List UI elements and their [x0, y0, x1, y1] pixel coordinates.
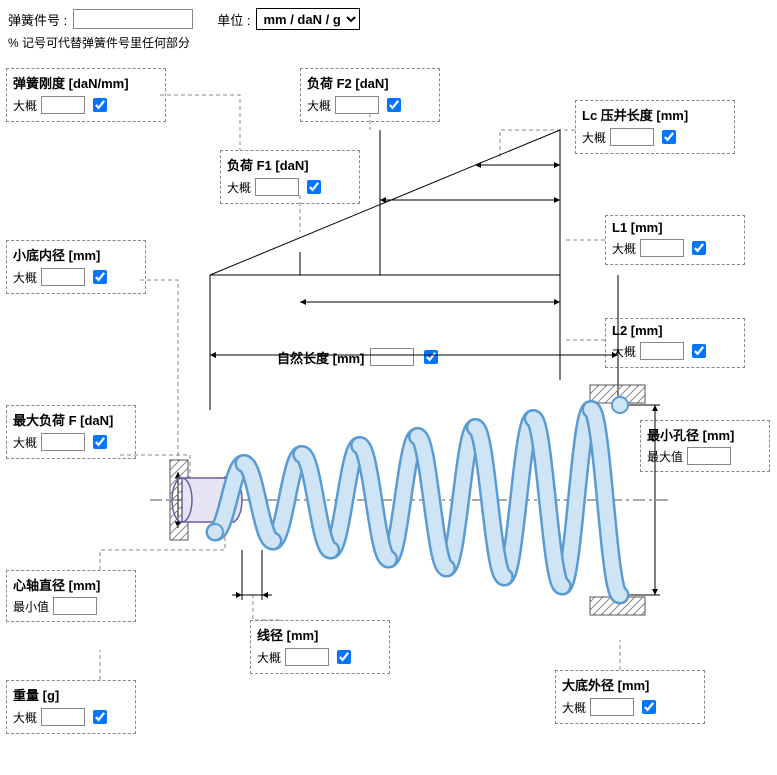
lc-title: Lc 压并长度 [mm]: [582, 105, 728, 124]
f1-check[interactable]: [307, 180, 321, 194]
part-number-label: 弹簧件号 :: [8, 10, 67, 29]
f2-label: 大概: [307, 97, 331, 114]
fmax-title: 最大负荷 F [daN]: [13, 410, 129, 429]
mandrel-input[interactable]: [53, 597, 97, 615]
stiffness-input[interactable]: [41, 96, 85, 114]
fmax-check[interactable]: [93, 435, 107, 449]
weight-check[interactable]: [93, 710, 107, 724]
box-fmax: 最大负荷 F [daN] 大概: [6, 405, 136, 459]
l2-label: 大概: [612, 343, 636, 360]
f1-input[interactable]: [255, 178, 299, 196]
hint-text: % 记号可代替弹簧件号里任何部分: [8, 34, 769, 51]
box-f1: 负荷 F1 [daN] 大概: [220, 150, 360, 204]
box-wire: 线径 [mm] 大概: [250, 620, 390, 674]
stiffness-label: 大概: [13, 97, 37, 114]
box-free-len: 自然长度 [mm]: [275, 345, 443, 369]
unit-label: 单位 :: [217, 10, 250, 29]
f2-input[interactable]: [335, 96, 379, 114]
f1-title: 负荷 F1 [daN]: [227, 155, 353, 174]
wire-check[interactable]: [337, 650, 351, 664]
l2-input[interactable]: [640, 342, 684, 360]
lc-check[interactable]: [662, 130, 676, 144]
box-mandrel: 心轴直径 [mm] 最小值: [6, 570, 136, 622]
wire-input[interactable]: [285, 648, 329, 666]
l1-label: 大概: [612, 240, 636, 257]
mandrel-label: 最小值: [13, 598, 49, 615]
free-len-check[interactable]: [424, 350, 438, 364]
box-large-od: 大底外径 [mm] 大概: [555, 670, 705, 724]
box-lc: Lc 压并长度 [mm] 大概: [575, 100, 735, 154]
part-number-input[interactable]: [73, 9, 193, 29]
free-len-input[interactable]: [370, 348, 414, 366]
large-od-check[interactable]: [642, 700, 656, 714]
weight-input[interactable]: [41, 708, 85, 726]
fmax-label: 大概: [13, 434, 37, 451]
mandrel-title: 心轴直径 [mm]: [13, 575, 129, 594]
small-id-title: 小底内径 [mm]: [13, 245, 139, 264]
small-id-label: 大概: [13, 269, 37, 286]
box-f2: 负荷 F2 [daN] 大概: [300, 68, 440, 122]
box-l2: L2 [mm] 大概: [605, 318, 745, 368]
box-min-hole: 最小孔径 [mm] 最大值: [640, 420, 770, 472]
f2-check[interactable]: [387, 98, 401, 112]
box-weight: 重量 [g] 大概: [6, 680, 136, 734]
min-hole-title: 最小孔径 [mm]: [647, 425, 763, 444]
l1-title: L1 [mm]: [612, 220, 738, 235]
fmax-input[interactable]: [41, 433, 85, 451]
lc-label: 大概: [582, 129, 606, 146]
box-l1: L1 [mm] 大概: [605, 215, 745, 265]
stiffness-check[interactable]: [93, 98, 107, 112]
weight-label: 大概: [13, 709, 37, 726]
l1-check[interactable]: [692, 241, 706, 255]
l1-input[interactable]: [640, 239, 684, 257]
large-od-title: 大底外径 [mm]: [562, 675, 698, 694]
small-id-check[interactable]: [93, 270, 107, 284]
l2-check[interactable]: [692, 344, 706, 358]
min-hole-label: 最大值: [647, 448, 683, 465]
wire-label: 大概: [257, 649, 281, 666]
large-od-input[interactable]: [590, 698, 634, 716]
stiffness-title: 弹簧刚度 [daN/mm]: [13, 73, 159, 92]
wire-title: 线径 [mm]: [257, 625, 383, 644]
unit-select[interactable]: mm / daN / g: [256, 8, 360, 30]
f1-label: 大概: [227, 179, 251, 196]
weight-title: 重量 [g]: [13, 685, 129, 704]
small-id-input[interactable]: [41, 268, 85, 286]
box-stiffness: 弹簧刚度 [daN/mm] 大概: [6, 68, 166, 122]
free-len-title: 自然长度 [mm]: [277, 348, 364, 367]
box-small-id: 小底内径 [mm] 大概: [6, 240, 146, 294]
f2-title: 负荷 F2 [daN]: [307, 73, 433, 92]
large-od-label: 大概: [562, 699, 586, 716]
lc-input[interactable]: [610, 128, 654, 146]
l2-title: L2 [mm]: [612, 323, 738, 338]
min-hole-input[interactable]: [687, 447, 731, 465]
